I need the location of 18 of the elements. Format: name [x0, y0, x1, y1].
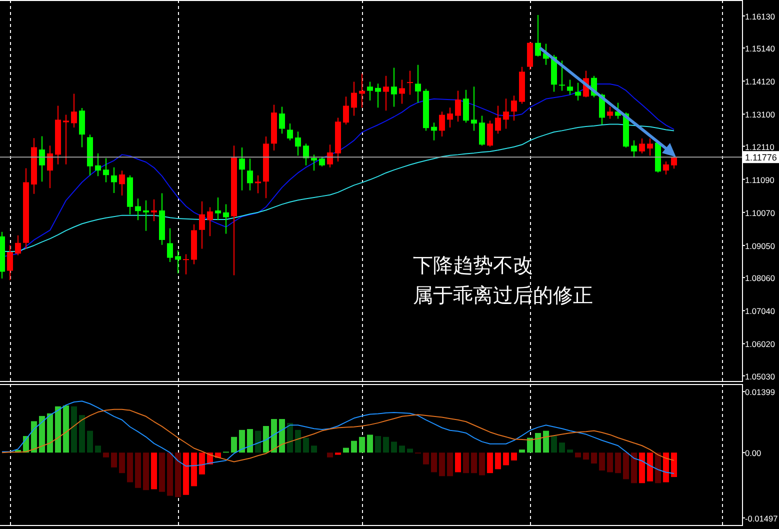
ref-line-label: 1.11776 — [745, 152, 777, 163]
y-tick-label: 1.05030 — [745, 371, 776, 382]
y-tick-label: 1.09050 — [745, 240, 776, 251]
y-tick-label: 0.01399 — [745, 387, 776, 398]
y-tick-label: 1.11090 — [745, 174, 775, 185]
y-tick-label: 1.13100 — [745, 110, 776, 120]
y-tick-label: 1.12110 — [745, 142, 775, 152]
y-tick-label: 1.10070 — [745, 208, 776, 218]
y-tick-label: 1.07040 — [745, 306, 776, 316]
y-tick-label: 0.00 — [745, 448, 762, 458]
y-tick-label: -0.01497 — [745, 513, 778, 524]
y-tick-label: 1.06020 — [745, 339, 776, 350]
y-tick-label: 1.14120 — [745, 76, 776, 87]
y-tick-label: 1.16130 — [745, 11, 776, 22]
annotation: 下降趋势不改 — [413, 253, 533, 277]
y-tick-label: 1.08060 — [745, 273, 776, 284]
annotation: 属于乖离过后的修正 — [413, 283, 593, 307]
y-tick-label: 1.15140 — [745, 44, 776, 54]
